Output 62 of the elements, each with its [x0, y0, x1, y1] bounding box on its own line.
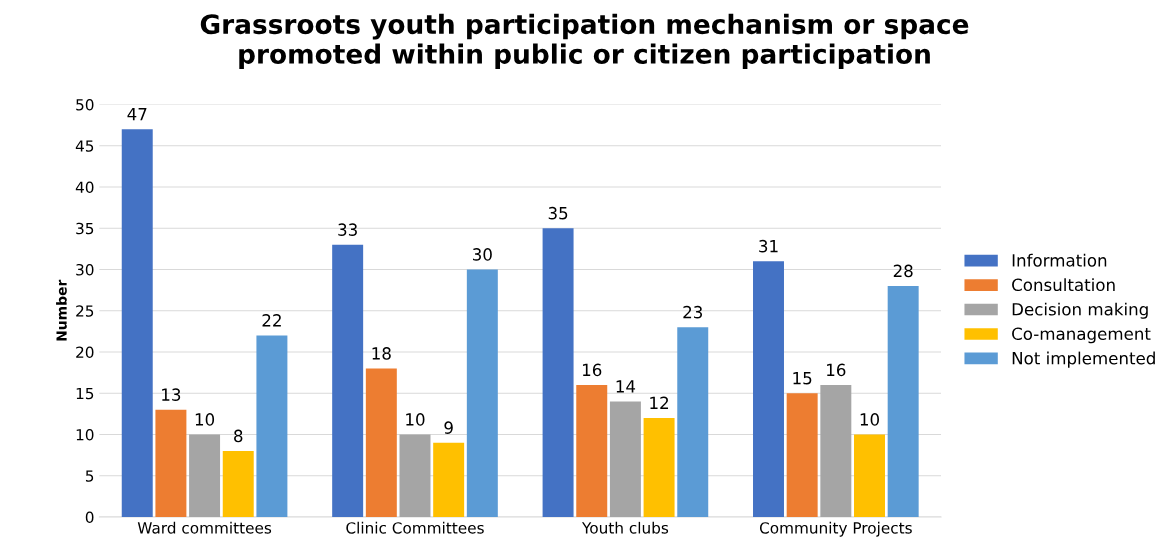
y-tick-label: 45: [75, 140, 94, 152]
bar: [121, 129, 153, 517]
y-tick-label: 5: [85, 470, 94, 482]
bar: [786, 393, 818, 517]
bar: [542, 228, 574, 517]
data-label: 9: [444, 421, 453, 434]
data-label: 10: [406, 413, 425, 426]
legend-label: Not implemented: [1012, 351, 1155, 368]
bar: [854, 434, 885, 517]
x-tick-label: Ward committees: [137, 521, 272, 534]
x-tick-label: Youth clubs: [581, 521, 669, 534]
bar: [433, 442, 465, 517]
y-tick-label: 15: [76, 387, 94, 400]
data-label: 13: [162, 388, 181, 401]
bar: [609, 401, 641, 517]
data-label: 16: [827, 363, 846, 377]
bar: [643, 418, 675, 517]
data-label: 10: [860, 413, 879, 426]
data-label: 10: [195, 413, 215, 426]
bar: [332, 244, 364, 517]
bar: [222, 451, 254, 517]
data-label: 15: [793, 372, 812, 385]
y-tick-label: 35: [76, 222, 94, 235]
data-label: 33: [338, 223, 357, 236]
y-tick-label: 40: [75, 181, 94, 194]
bar: [189, 434, 221, 517]
y-axis-title: Number: [56, 279, 67, 341]
bar: [155, 409, 187, 517]
y-tick-label: 30: [76, 263, 94, 276]
data-label: 35: [548, 206, 568, 220]
data-label: 8: [234, 429, 243, 443]
data-label: 31: [759, 239, 778, 253]
y-tick-label: 25: [76, 305, 94, 317]
y-tick-label: 0: [85, 511, 94, 524]
data-label: 30: [473, 248, 492, 261]
bar: [466, 269, 498, 517]
data-label: 12: [650, 396, 669, 409]
bar: [576, 385, 608, 517]
chart-title: Grassroots youth participation mechanism or space promoted within public or citizen participation: [200, 13, 969, 70]
y-tick-label: 10: [76, 428, 94, 441]
data-label: 28: [893, 264, 913, 278]
bar: [887, 286, 919, 517]
bar: [399, 434, 431, 517]
data-label: 16: [582, 363, 602, 377]
legend-label: Co-management: [1012, 327, 1151, 344]
y-tick-label: 50: [76, 98, 94, 111]
bar: [677, 327, 709, 517]
x-tick-label: Community Projects: [759, 521, 912, 537]
bar: [256, 335, 288, 517]
bar: [820, 385, 852, 517]
data-label: 47: [127, 108, 147, 121]
y-tick-label: 20: [76, 346, 94, 359]
bar: [753, 261, 784, 517]
data-label: 22: [262, 314, 281, 327]
data-label: 14: [616, 380, 636, 393]
bar: [365, 368, 397, 517]
legend-label: Information: [1012, 253, 1107, 267]
data-label: 18: [372, 347, 391, 360]
data-label: 23: [683, 305, 703, 319]
legend-label: Consultation: [1012, 278, 1115, 292]
x-tick-label: Clinic Committees: [346, 521, 484, 534]
legend-label: Decision making: [1012, 302, 1148, 319]
